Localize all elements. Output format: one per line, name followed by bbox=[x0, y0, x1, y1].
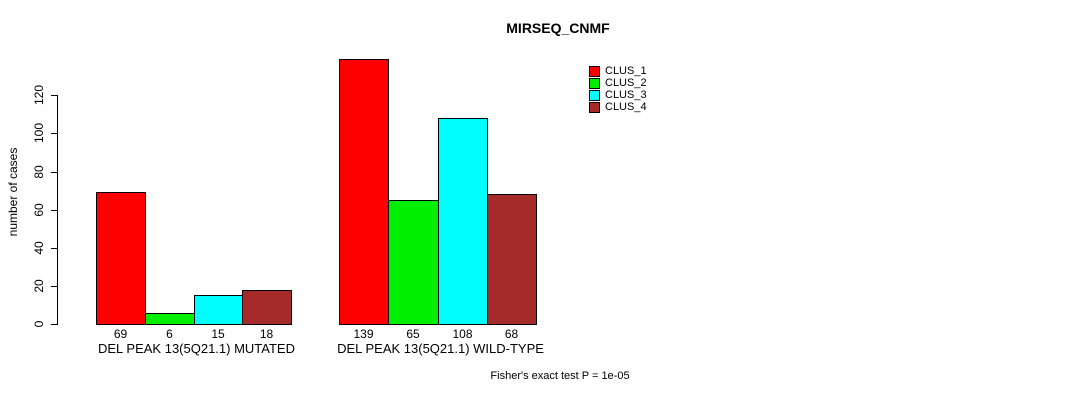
legend-swatch-clus_4 bbox=[589, 101, 600, 113]
bar-value-label: 65 bbox=[406, 327, 420, 341]
y-axis-tick bbox=[51, 286, 57, 287]
bar-clus_1-group2 bbox=[339, 59, 389, 325]
y-axis-tick-label: 40 bbox=[32, 241, 46, 255]
y-axis-tick-label: 20 bbox=[32, 279, 46, 293]
legend-swatch-clus_2 bbox=[589, 77, 600, 89]
bar-value-label: 68 bbox=[504, 327, 519, 341]
bar-clus_3-group2 bbox=[438, 118, 488, 325]
bar-clus_4-group1 bbox=[242, 290, 292, 325]
y-axis-title: number of cases bbox=[6, 147, 20, 237]
legend: CLUS_1 CLUS_2 CLUS_3 CLUS_4 bbox=[589, 65, 647, 113]
x-axis-group-label: DEL PEAK 13(5Q21.1) MUTATED bbox=[98, 341, 295, 356]
bar-value-label: 15 bbox=[211, 327, 225, 341]
bar-clus_2-group2 bbox=[388, 200, 439, 325]
bar-value-label: 6 bbox=[166, 327, 173, 341]
legend-item-label: CLUS_2 bbox=[605, 77, 647, 89]
legend-item-label: CLUS_4 bbox=[605, 101, 647, 113]
bar-clus_1-group1 bbox=[96, 192, 146, 325]
y-axis-line bbox=[57, 95, 58, 325]
y-axis-tick bbox=[51, 210, 57, 211]
legend-swatch-clus_1 bbox=[589, 65, 600, 77]
bar-value-label: 108 bbox=[452, 327, 473, 341]
legend-item-clus_1: CLUS_1 bbox=[589, 65, 647, 77]
y-axis-tick bbox=[51, 95, 57, 96]
bar-value-label: 18 bbox=[259, 327, 274, 341]
bar-clus_4-group2 bbox=[487, 194, 537, 325]
y-axis-tick bbox=[51, 133, 57, 134]
y-axis-tick-label: 120 bbox=[32, 84, 46, 106]
legend-item-label: CLUS_3 bbox=[605, 89, 647, 101]
chart-title: MIRSEQ_CNMF bbox=[506, 20, 610, 36]
y-axis-tick bbox=[51, 248, 57, 249]
y-axis-tick-label: 80 bbox=[32, 165, 46, 179]
bar-clus_3-group1 bbox=[194, 295, 243, 325]
bar-clus_2-group1 bbox=[145, 313, 195, 325]
legend-item-label: CLUS_1 bbox=[605, 65, 647, 77]
y-axis-tick-label: 0 bbox=[32, 320, 46, 328]
bar-value-label: 69 bbox=[113, 327, 128, 341]
legend-item-clus_2: CLUS_2 bbox=[589, 77, 647, 89]
y-axis-tick bbox=[51, 324, 57, 325]
y-axis-tick bbox=[51, 172, 57, 173]
y-axis-tick-label: 60 bbox=[32, 203, 46, 217]
y-axis-tick-label: 100 bbox=[32, 122, 46, 144]
legend-item-clus_4: CLUS_4 bbox=[589, 101, 647, 113]
bar-value-label: 139 bbox=[353, 327, 374, 341]
legend-swatch-clus_3 bbox=[589, 89, 600, 101]
annotation-fishers-test: Fisher's exact test P = 1e-05 bbox=[490, 370, 630, 382]
legend-item-clus_3: CLUS_3 bbox=[589, 89, 647, 101]
x-axis-group-label: DEL PEAK 13(5Q21.1) WILD-TYPE bbox=[337, 341, 544, 356]
